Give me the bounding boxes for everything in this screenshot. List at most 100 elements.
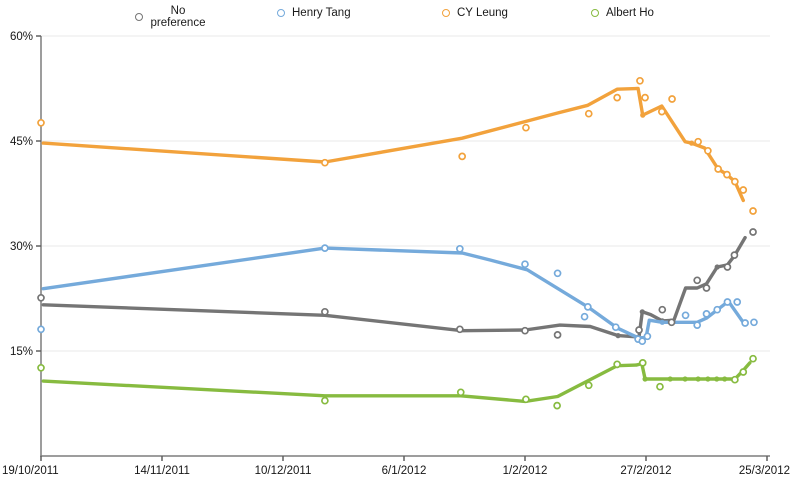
data-point-cy-leung — [731, 177, 739, 186]
data-point-henry-tang — [693, 321, 702, 329]
trend-dot — [714, 264, 720, 270]
trend-line-cy-leung — [41, 86, 745, 203]
trend-dot — [642, 376, 648, 382]
data-point-no-preference — [321, 307, 329, 316]
y-tick-label: 60% — [10, 31, 33, 43]
data-point-cy-leung — [636, 76, 644, 85]
data-point-henry-tang — [455, 244, 464, 253]
data-point-henry-tang — [580, 312, 589, 321]
data-point-henry-tang — [733, 298, 742, 306]
data-point-henry-tang — [713, 305, 722, 314]
data-point-cy-leung — [749, 207, 757, 215]
data-point-henry-tang — [521, 260, 529, 269]
trend-line-albert-ho — [41, 361, 752, 404]
legend: No preference Henry Tang CY Leung Albert Ho — [0, 0, 800, 36]
data-point-cy-leung — [321, 158, 329, 167]
data-point-cy-leung — [668, 95, 676, 103]
data-point-cy-leung — [739, 186, 748, 194]
data-point-henry-tang — [681, 311, 690, 320]
data-point-no-preference — [730, 251, 739, 259]
data-point-albert-ho — [522, 395, 530, 404]
data-point-albert-ho — [37, 363, 45, 372]
data-point-cy-leung — [723, 170, 731, 179]
data-point-cy-leung — [522, 123, 530, 132]
legend-marker-icon — [591, 9, 599, 17]
legend-label: Albert Ho — [606, 7, 654, 19]
data-point-henry-tang — [750, 318, 758, 327]
data-point-no-preference — [749, 228, 757, 236]
data-point-henry-tang — [583, 303, 592, 311]
x-tick-label: 14/11/2011 — [134, 465, 190, 477]
data-point-henry-tang — [611, 323, 620, 332]
data-point-albert-ho — [456, 388, 465, 397]
data-point-henry-tang — [553, 269, 562, 278]
data-point-albert-ho — [553, 401, 561, 410]
data-point-cy-leung — [694, 137, 702, 146]
data-point-no-preference — [37, 293, 45, 302]
x-tick-label: 25/3/2012 — [739, 465, 790, 477]
data-point-henry-tang — [37, 325, 45, 334]
x-tick-label: 10/12/2011 — [255, 465, 312, 477]
trend-dot — [667, 376, 673, 382]
data-point-cy-leung — [584, 109, 593, 118]
legend-marker-icon — [135, 13, 143, 21]
x-tick-label: 1/2/2012 — [503, 465, 548, 477]
data-point-cy-leung — [657, 107, 666, 116]
trend-dot — [639, 309, 645, 315]
data-point-no-preference — [635, 326, 643, 334]
data-point-no-preference — [455, 325, 464, 334]
data-point-cy-leung — [613, 93, 621, 102]
legend-item-cy-leung: CY Leung — [442, 7, 508, 19]
y-tick-label: 15% — [10, 346, 33, 358]
data-point-cy-leung — [37, 118, 45, 127]
x-tick-label: 27/2/2012 — [620, 465, 671, 477]
data-point-no-preference — [693, 276, 702, 285]
data-point-no-preference — [658, 305, 667, 314]
legend-marker-icon — [442, 9, 450, 17]
legend-item-albert-ho: Albert Ho — [591, 7, 654, 19]
legend-label: Henry Tang — [292, 7, 351, 19]
data-point-no-preference — [723, 263, 732, 271]
y-tick-label: 30% — [10, 241, 33, 253]
legend-marker-icon — [277, 9, 285, 17]
legend-item-no-preference: No preference — [135, 5, 206, 29]
data-point-cy-leung — [704, 146, 712, 155]
trend-dot — [689, 140, 695, 146]
data-point-no-preference — [553, 331, 562, 339]
trend-dot — [659, 319, 665, 325]
trend-dot — [640, 112, 646, 118]
x-tick-label: 19/10/2011 — [2, 465, 59, 477]
trend-line-no-preference — [41, 235, 747, 339]
data-point-cy-leung — [714, 165, 722, 173]
trend-dot — [705, 376, 711, 382]
data-point-henry-tang — [741, 319, 749, 327]
trend-dot — [615, 333, 621, 339]
data-point-henry-tang — [321, 244, 329, 252]
legend-label: CY Leung — [457, 7, 508, 19]
data-point-no-preference — [521, 326, 529, 335]
data-point-cy-leung — [458, 152, 467, 161]
data-point-henry-tang — [638, 337, 647, 346]
y-tick-label: 45% — [10, 136, 33, 148]
data-point-albert-ho — [731, 375, 739, 384]
data-point-albert-ho — [749, 354, 757, 363]
data-point-cy-leung — [641, 93, 649, 102]
data-point-henry-tang — [723, 298, 732, 306]
data-point-henry-tang — [702, 310, 711, 318]
data-point-albert-ho — [321, 396, 329, 405]
trend-dot — [714, 376, 720, 382]
data-point-albert-ho — [613, 360, 621, 369]
legend-item-henry-tang: Henry Tang — [277, 7, 351, 19]
x-tick-label: 6/1/2012 — [382, 465, 427, 477]
data-point-albert-ho — [739, 368, 748, 376]
data-point-albert-ho — [584, 381, 593, 390]
trend-dot — [695, 376, 701, 382]
trend-dot — [682, 376, 688, 382]
data-point-no-preference — [702, 284, 711, 292]
data-point-no-preference — [667, 318, 676, 327]
data-point-albert-ho — [638, 359, 647, 367]
data-point-henry-tang — [643, 332, 652, 341]
legend-label: No preference — [150, 5, 206, 29]
data-point-albert-ho — [656, 382, 664, 391]
